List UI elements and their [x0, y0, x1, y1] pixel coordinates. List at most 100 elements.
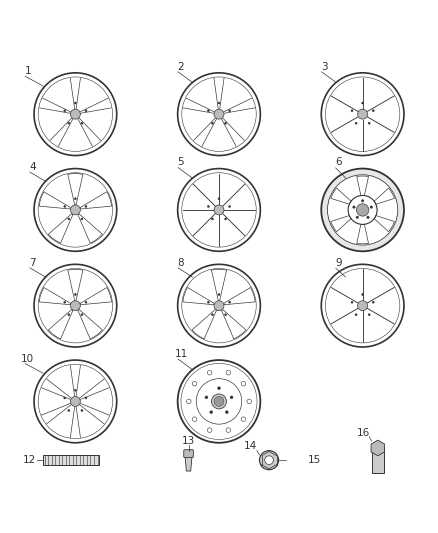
Circle shape	[81, 122, 83, 124]
Circle shape	[81, 313, 83, 316]
Circle shape	[207, 205, 209, 207]
Circle shape	[361, 199, 364, 202]
Circle shape	[208, 428, 212, 432]
Text: 6: 6	[336, 157, 342, 167]
Circle shape	[259, 450, 279, 470]
Text: 4: 4	[29, 162, 36, 172]
FancyBboxPatch shape	[372, 447, 384, 473]
Circle shape	[362, 294, 364, 295]
Circle shape	[225, 122, 226, 124]
Circle shape	[71, 109, 80, 119]
Circle shape	[192, 417, 197, 422]
Circle shape	[212, 394, 226, 409]
Circle shape	[356, 216, 359, 219]
Circle shape	[212, 313, 213, 316]
Circle shape	[229, 301, 231, 303]
Circle shape	[241, 382, 246, 386]
Circle shape	[214, 109, 224, 119]
Circle shape	[362, 102, 364, 104]
Circle shape	[218, 387, 220, 390]
Circle shape	[226, 428, 230, 432]
Circle shape	[71, 301, 80, 311]
Circle shape	[74, 198, 76, 200]
Circle shape	[64, 205, 66, 207]
Circle shape	[214, 205, 224, 215]
Text: 5: 5	[178, 157, 184, 167]
Text: 10: 10	[21, 353, 35, 364]
Circle shape	[68, 122, 70, 124]
Text: 13: 13	[182, 436, 195, 446]
Circle shape	[265, 456, 273, 465]
Circle shape	[85, 205, 87, 207]
Circle shape	[74, 102, 76, 104]
Circle shape	[351, 110, 353, 112]
Circle shape	[358, 109, 367, 119]
Text: 16: 16	[357, 428, 371, 438]
Circle shape	[208, 370, 212, 375]
Circle shape	[358, 301, 367, 311]
Circle shape	[225, 410, 228, 414]
Text: 12: 12	[23, 455, 36, 465]
Circle shape	[81, 409, 83, 411]
Circle shape	[192, 382, 197, 386]
Circle shape	[214, 397, 224, 406]
Text: 7: 7	[29, 258, 36, 268]
Text: 8: 8	[178, 258, 184, 268]
Circle shape	[357, 204, 369, 216]
Circle shape	[351, 301, 353, 303]
Circle shape	[321, 168, 404, 251]
Text: 2: 2	[178, 62, 184, 71]
Circle shape	[81, 218, 83, 220]
Circle shape	[355, 313, 357, 316]
Circle shape	[226, 370, 230, 375]
Circle shape	[218, 294, 220, 295]
Circle shape	[225, 313, 226, 316]
Circle shape	[68, 313, 70, 316]
Circle shape	[218, 102, 220, 104]
Text: 14: 14	[244, 441, 258, 451]
Circle shape	[71, 397, 80, 406]
Circle shape	[64, 397, 66, 399]
FancyBboxPatch shape	[43, 455, 99, 465]
Circle shape	[372, 301, 374, 303]
Text: 3: 3	[321, 62, 328, 71]
Circle shape	[218, 198, 220, 200]
Circle shape	[370, 206, 372, 208]
Circle shape	[207, 110, 209, 112]
Polygon shape	[371, 440, 385, 456]
Circle shape	[74, 294, 76, 295]
Text: 9: 9	[336, 258, 342, 268]
Circle shape	[85, 110, 87, 112]
Circle shape	[367, 216, 369, 219]
Circle shape	[355, 122, 357, 124]
Circle shape	[372, 110, 374, 112]
Circle shape	[85, 301, 87, 303]
Circle shape	[68, 218, 70, 220]
Text: 1: 1	[25, 67, 31, 76]
Circle shape	[64, 301, 66, 303]
Circle shape	[368, 313, 370, 316]
Polygon shape	[185, 456, 192, 471]
Circle shape	[210, 410, 213, 414]
Circle shape	[214, 301, 224, 311]
Circle shape	[241, 417, 246, 422]
Circle shape	[353, 206, 355, 208]
FancyBboxPatch shape	[184, 450, 193, 457]
Circle shape	[368, 122, 370, 124]
Circle shape	[74, 389, 76, 391]
Circle shape	[85, 397, 87, 399]
Circle shape	[229, 205, 231, 207]
Circle shape	[187, 399, 191, 403]
Circle shape	[71, 205, 80, 215]
Circle shape	[229, 110, 231, 112]
Circle shape	[230, 396, 233, 399]
Circle shape	[207, 301, 209, 303]
Circle shape	[205, 396, 208, 399]
Circle shape	[68, 409, 70, 411]
Circle shape	[225, 218, 226, 220]
Circle shape	[212, 218, 213, 220]
Text: 11: 11	[174, 349, 187, 359]
Circle shape	[328, 175, 398, 245]
Text: 15: 15	[308, 455, 321, 465]
Circle shape	[247, 399, 251, 403]
